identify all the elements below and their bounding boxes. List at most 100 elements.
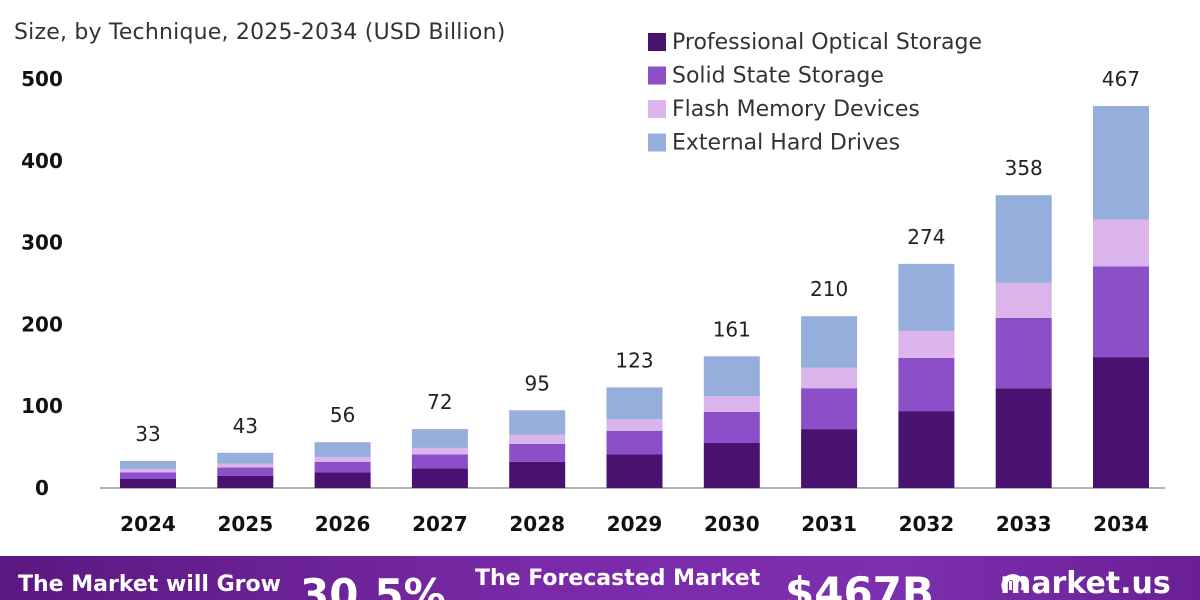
bar-segment: [898, 411, 955, 488]
x-tick-label: 2034: [1093, 512, 1149, 536]
bar-segment: [217, 463, 274, 468]
bar-2032: 274: [898, 225, 955, 488]
brand-logo-icon: [1001, 574, 1025, 591]
bar-segment: [1093, 357, 1149, 488]
legend-label: Solid State Storage: [672, 64, 884, 89]
legend-label: Flash Memory Devices: [672, 97, 920, 122]
bar-segment: [120, 469, 176, 473]
legend-item: Flash Memory Devices: [648, 97, 920, 122]
bar-segment: [898, 330, 955, 358]
bar-segment: [509, 434, 566, 444]
forecast-text: The Forecasted Market: [475, 566, 761, 591]
y-tick-label: 100: [21, 394, 63, 418]
bar-segment: [703, 443, 760, 488]
bar-segment: [606, 454, 663, 488]
bar-segment: [509, 410, 566, 435]
bar-segment: [801, 388, 858, 430]
brand[interactable]: market.us: [1000, 566, 1171, 600]
x-tick-label: 2028: [509, 512, 565, 536]
x-axis: 2024 2025 2026 2027 2028 2029 2030 2031 2032 2033…: [120, 512, 1149, 536]
bar-2024: 33: [120, 422, 176, 488]
y-tick-label: 200: [21, 312, 63, 336]
bar-total-label: 33: [135, 422, 160, 446]
bar-segment: [411, 454, 468, 469]
bar-segment: [314, 456, 371, 462]
bar-segment: [606, 430, 663, 455]
bar-segment: [801, 367, 858, 389]
legend-item: Professional Optical Storage: [648, 30, 982, 55]
x-tick-label: 2027: [412, 512, 468, 536]
legend-label: External Hard Drives: [672, 131, 900, 156]
market-summary-banner: The Market will Grow 30.5% The Forecaste…: [0, 556, 1200, 600]
bar-2029: 123: [606, 348, 663, 488]
bar-segment: [1093, 105, 1149, 220]
x-tick-label: 2025: [217, 512, 273, 536]
bar-segment: [898, 357, 955, 412]
bar-groups: 33 43 56 72 95 123 161 210 274 358 467: [120, 67, 1149, 488]
bar-segment: [1093, 266, 1149, 358]
legend-item: Solid State Storage: [648, 64, 884, 89]
y-tick-label: 300: [21, 231, 63, 255]
forecast-value: $467B: [785, 568, 934, 600]
bar-segment: [703, 356, 760, 397]
bar-segment: [411, 447, 468, 455]
bar-total-label: 358: [1005, 156, 1043, 180]
y-axis: 0 100 200 300 400 500: [21, 67, 63, 500]
bar-2028: 95: [509, 371, 566, 488]
bar-segment: [314, 472, 371, 488]
x-tick-label: 2026: [315, 512, 371, 536]
brand-name: market.us: [1000, 565, 1171, 600]
growth-rate-value: 30.5%: [300, 570, 446, 600]
bar-2034: 467: [1093, 67, 1149, 488]
x-tick-label: 2031: [801, 512, 857, 536]
y-tick-label: 400: [21, 149, 63, 173]
bar-segment: [995, 195, 1052, 283]
bar-segment: [120, 472, 176, 480]
bar-segment: [411, 468, 468, 488]
bar-2026: 56: [314, 403, 371, 488]
legend-swatch: [648, 133, 666, 152]
legend-swatch: [648, 66, 666, 85]
legend-swatch: [648, 100, 666, 118]
bar-segment: [703, 411, 760, 444]
bar-2033: 358: [995, 156, 1052, 488]
bar-2030: 161: [703, 317, 760, 488]
bar-segment: [217, 452, 274, 464]
bar-segment: [120, 479, 176, 488]
bar-segment: [606, 419, 663, 431]
bar-2027: 72: [411, 390, 468, 488]
bar-total-label: 56: [330, 403, 355, 427]
legend-item: External Hard Drives: [648, 131, 900, 156]
bar-segment: [314, 442, 371, 457]
x-tick-label: 2029: [607, 512, 663, 536]
bar-segment: [606, 387, 663, 420]
bar-2031: 210: [801, 277, 858, 488]
x-tick-label: 2030: [704, 512, 760, 536]
bar-segment: [801, 429, 858, 488]
legend-swatch: [648, 33, 666, 51]
y-tick-label: 500: [21, 67, 63, 91]
bar-total-label: 72: [427, 390, 452, 414]
bar-segment: [314, 461, 371, 473]
legend: Professional Optical Storage Solid State …: [648, 30, 982, 156]
bar-segment: [509, 443, 566, 462]
x-tick-label: 2032: [899, 512, 955, 536]
bar-total-label: 123: [615, 348, 653, 372]
bar-segment: [217, 467, 274, 476]
bar-total-label: 161: [713, 317, 751, 341]
bar-total-label: 210: [810, 277, 848, 301]
x-tick-label: 2024: [120, 512, 176, 536]
chart-subtitle: Size, by Technique, 2025-2034 (USD Billi…: [14, 20, 506, 45]
legend-label: Professional Optical Storage: [672, 30, 982, 55]
bar-segment: [120, 461, 176, 470]
bar-segment: [995, 282, 1052, 318]
bar-segment: [217, 475, 274, 488]
bar-total-label: 43: [233, 414, 258, 438]
bar-segment: [1093, 219, 1149, 267]
y-tick-label: 0: [35, 476, 49, 500]
bar-segment: [509, 461, 566, 488]
bar-segment: [703, 396, 760, 412]
grow-text: The Market will Grow: [18, 572, 281, 597]
bar-segment: [801, 316, 858, 368]
